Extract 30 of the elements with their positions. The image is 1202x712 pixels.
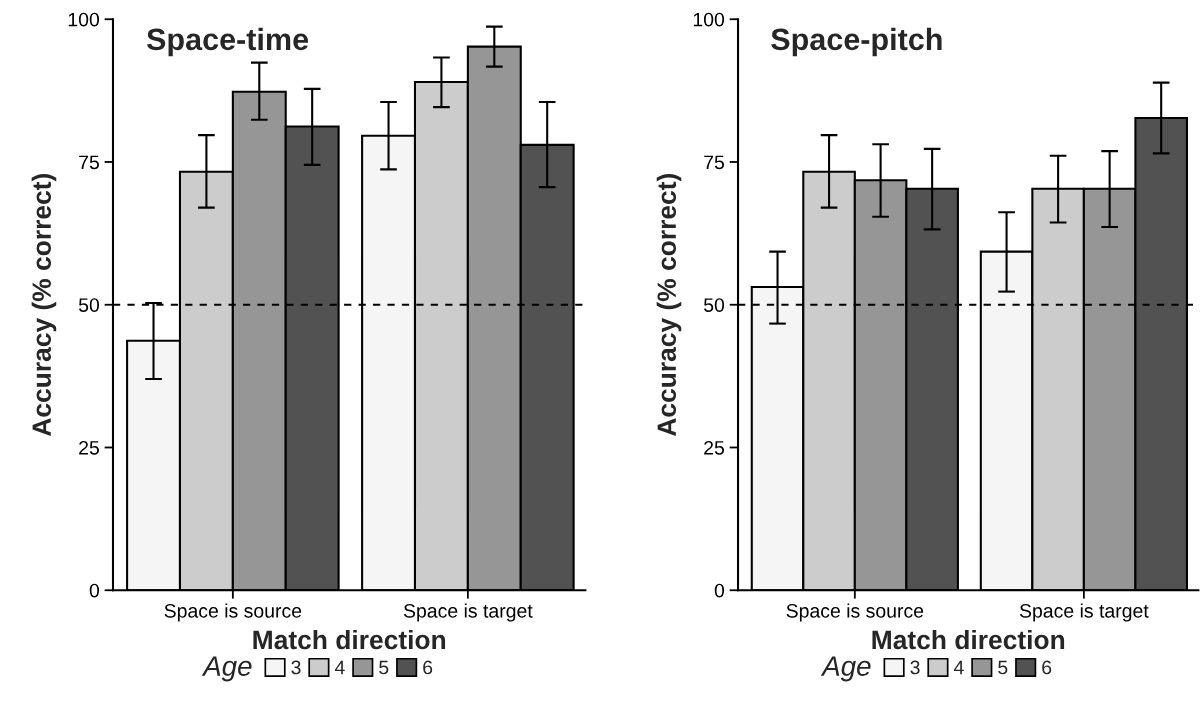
legend-title: Age: [201, 656, 252, 682]
x-tick-label: Space is source: [786, 603, 924, 622]
x-axis-title: Match direction: [872, 629, 1065, 650]
y-tick-label: 100: [693, 12, 725, 27]
legend-label: 4: [953, 660, 964, 675]
legend-label: 6: [423, 660, 433, 675]
y-tick-label: 75: [704, 155, 725, 170]
y-tick-label: 50: [78, 298, 100, 312]
x-tick-label: Space is target: [1019, 603, 1149, 622]
y-axis-title: Accuracy (% correct): [31, 174, 57, 437]
y-tick-label: 100: [68, 12, 100, 27]
y-tick-label: 75: [79, 155, 99, 170]
y-axis-title: Accuracy (% correct): [656, 174, 682, 437]
y-tick-label: 25: [704, 440, 725, 455]
y-tick-label: 50: [703, 298, 725, 312]
legend-label: 5: [998, 660, 1008, 675]
legend-title: Age: [820, 656, 871, 682]
legend-label: 5: [379, 660, 389, 675]
legend-label: 3: [291, 660, 301, 675]
legend-label: 3: [910, 660, 920, 675]
x-tick-label: Space is source: [164, 603, 302, 622]
x-axis-title: Match direction: [253, 629, 446, 650]
x-tick-label: Space is target: [403, 603, 533, 622]
y-tick-label: 25: [79, 440, 99, 455]
legend-label: 6: [1042, 660, 1052, 675]
y-tick-label: 0: [714, 583, 725, 598]
chart-title: Space-time: [146, 27, 309, 57]
legend-label: 4: [334, 660, 345, 675]
y-tick-label: 0: [89, 583, 100, 598]
chart-title: Space-pitch: [771, 27, 942, 57]
